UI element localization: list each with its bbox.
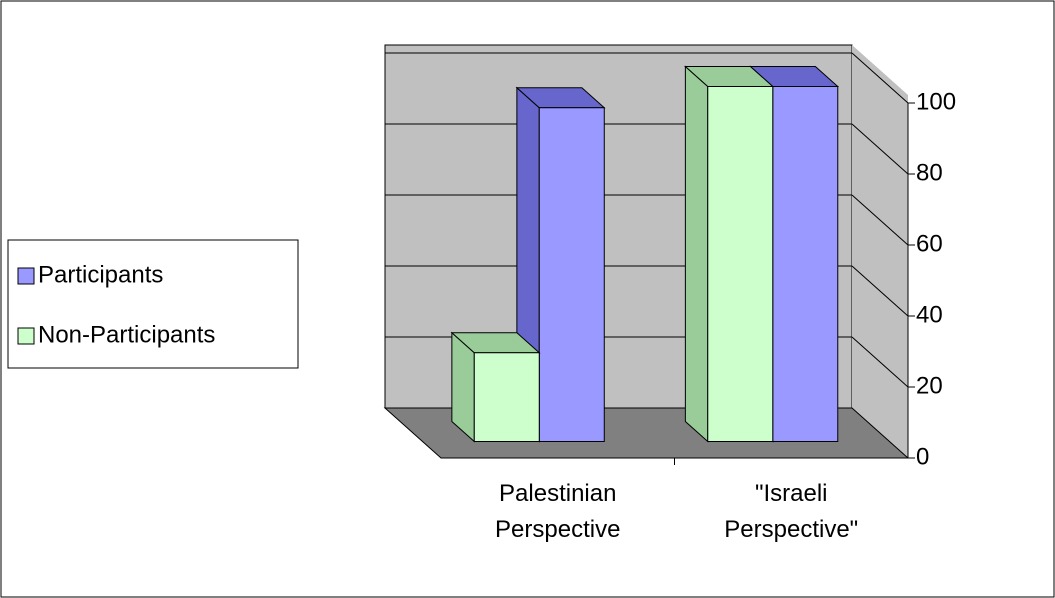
grid-line — [851, 265, 909, 317]
bar-front — [538, 107, 605, 442]
x-tick-label: Palestinian Perspective — [495, 480, 621, 543]
y-tick-label: 100 — [916, 88, 956, 115]
grid-line — [851, 336, 909, 388]
y-tick-label: 60 — [916, 230, 943, 257]
legend-label: Non-Participants — [38, 321, 215, 348]
y-tick-label: 20 — [916, 372, 943, 399]
legend-swatch — [17, 267, 35, 285]
legend-box — [7, 239, 299, 369]
y-tick-label: 80 — [916, 159, 943, 186]
bar — [450, 331, 541, 443]
bar-front — [473, 352, 540, 442]
side-wall — [852, 45, 908, 458]
grid-line — [851, 52, 909, 104]
legend-label: Participants — [38, 261, 163, 288]
bar-front — [772, 86, 839, 442]
grid-line — [851, 123, 909, 175]
bar — [684, 65, 775, 443]
legend-swatch — [17, 327, 35, 345]
y-tick-label: 40 — [916, 301, 943, 328]
y-tick-label: 0 — [916, 443, 929, 470]
bar-side — [684, 65, 709, 443]
x-tick-label: "Israeli Perspective" — [724, 480, 859, 543]
bar-front — [707, 86, 774, 442]
grid-line — [851, 194, 909, 246]
